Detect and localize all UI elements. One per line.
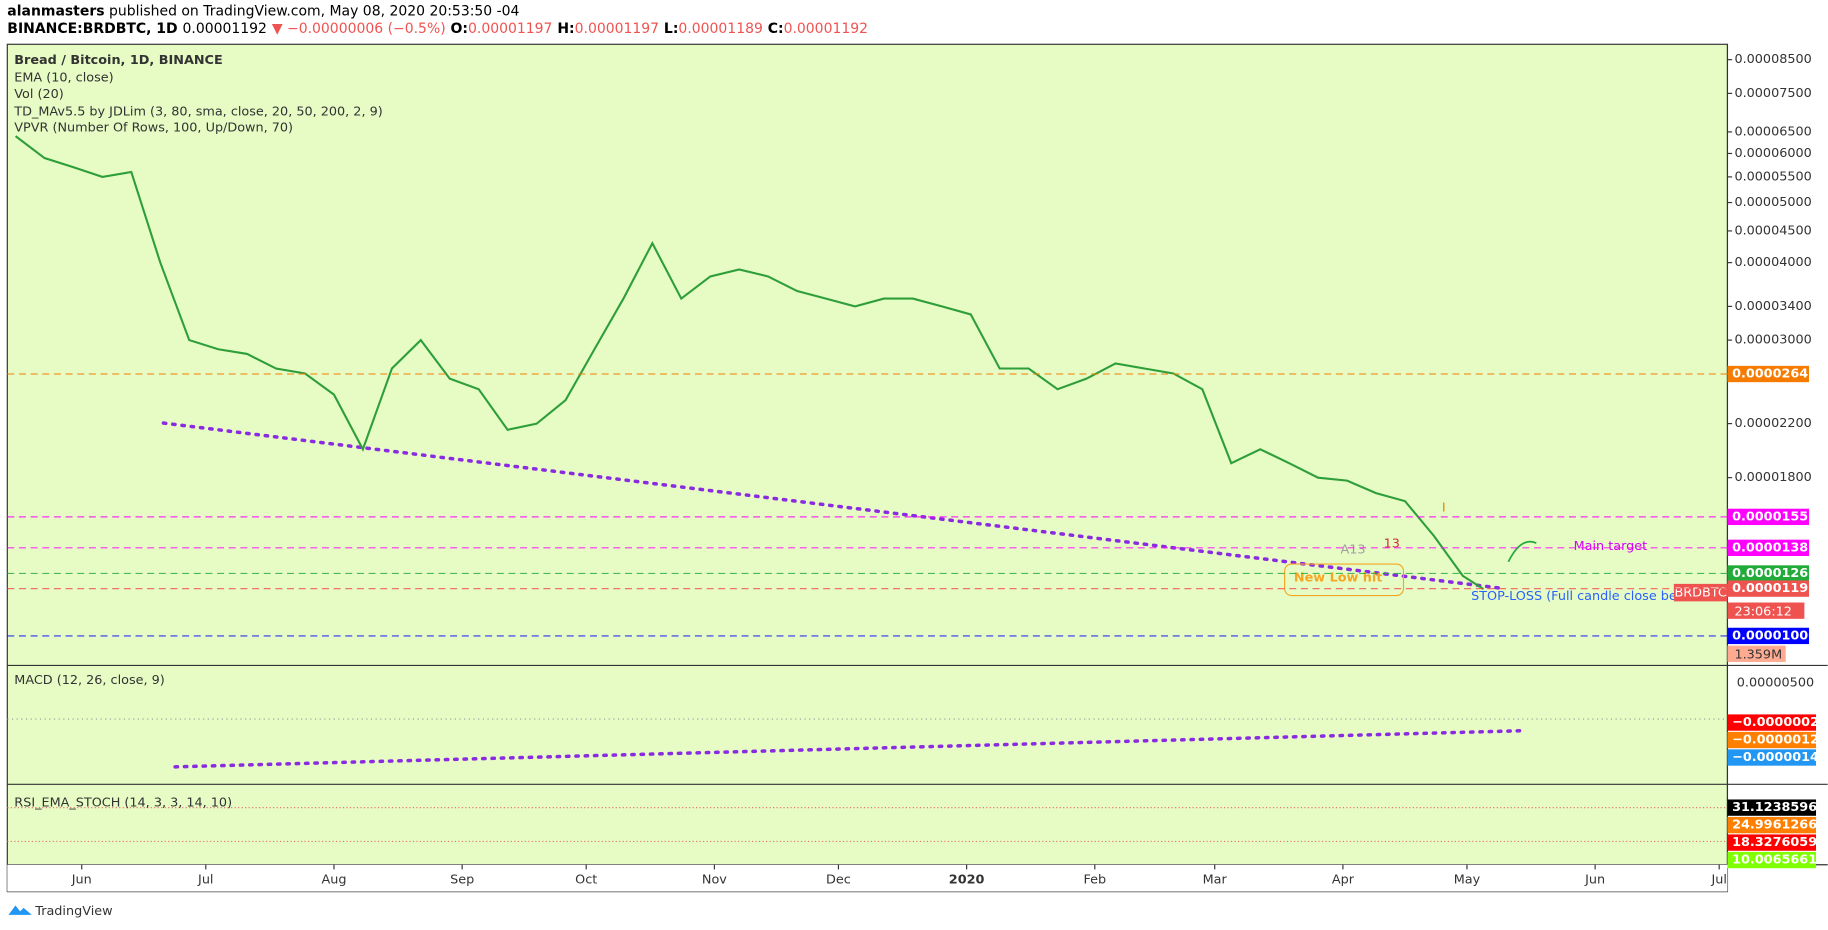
price-label: 0.00001387 [1732,540,1817,555]
marker: 13 [1384,537,1400,552]
close: 0.00001192 [784,21,868,37]
pane-label: 24.99612660 [1732,818,1826,833]
pane-label-bg [1727,731,1817,749]
price-label-bg [1727,539,1810,556]
symbol: BINANCE:BRDBTC, 1D [7,21,177,37]
y-tick-label: 0.00003000 [1734,333,1811,348]
logo[interactable] [8,905,32,915]
open: 0.00001197 [468,21,552,37]
pane-label-bg [1727,816,1817,834]
marker: A13 [1341,543,1366,558]
countdown: 23:06:12 [1734,604,1791,619]
y-tick-label: 0.00003400 [1734,299,1811,314]
x-tick-label: 2020 [949,872,985,887]
y-tick-label: 0.00007500 [1734,86,1811,101]
o-label: O: [451,21,468,37]
target-text: Main target [1574,539,1648,554]
macd-trendline [173,728,1523,769]
y-tick-label: 0.00001800 [1734,470,1811,485]
x-tick-label: Jul [1710,872,1726,887]
x-tick-label: Dec [826,872,851,887]
volume-bg [1727,645,1786,662]
quote-line: BINANCE:BRDBTC, 1D 0.00001192 ▼ −0.00000… [7,21,868,37]
price-label: 0.00001000 [1732,628,1817,643]
price-label: 0.00002645 [1732,367,1817,382]
x-tick-label: Oct [575,872,597,887]
low: 0.00001189 [678,21,762,37]
y-tick-label: 0.00005500 [1734,169,1811,184]
marker: I [1442,501,1446,516]
price-label: 0.00001261 [1732,566,1817,581]
change: ▼ −0.00000006 (−0.5%) [272,21,446,37]
price-line [14,135,1485,590]
x-tick-label: May [1454,872,1481,887]
x-tick-label: Aug [321,872,346,887]
legend-item: Vol (20) [14,87,63,102]
macd-axis-label: 0.00000500 [1737,675,1814,690]
volume-label: 1.359M [1734,647,1782,662]
header-line: alanmasters published on TradingView.com… [7,4,519,20]
x-tick-label: Apr [1332,872,1355,887]
last: 0.00001192 [183,21,267,37]
pane-label: 10.00656615 [1732,853,1826,868]
x-tick-label: Jun [1584,872,1605,887]
price-label-bg [1727,580,1810,597]
price-label-bg [1727,627,1810,645]
y-tick-label: 0.00002200 [1734,416,1811,431]
x-tick-label: Nov [702,872,727,887]
x-tick-label: Sep [450,872,474,887]
pane-label-bg [1727,851,1817,869]
rsi-title: RSI_EMA_STOCH (14, 3, 3, 14, 10) [14,795,232,810]
l-label: L: [664,21,679,37]
target-arrow [1507,540,1537,563]
note-box [1284,563,1405,597]
symbol-tag: BRDBTC [1674,586,1726,601]
x-tick-label: Mar [1203,872,1228,887]
high: 0.00001197 [575,21,659,37]
stop-text: STOP-LOSS (Full candle close bel [1471,589,1680,604]
published: published on TradingView.com, May 08, 20… [109,4,520,20]
legend-item: EMA (10, close) [14,71,113,86]
price-label-bg [1727,365,1810,383]
x-tick-label: Feb [1083,872,1106,887]
legend-title: Bread / Bitcoin, 1D, BINANCE [14,53,222,68]
pane-label: 31.12385967 [1732,800,1826,815]
price-label: 0.00001192 [1732,581,1817,596]
legend-item: VPVR (Number Of Rows, 100, Up/Down, 70) [14,121,293,136]
y-tick-label: 0.00008500 [1734,52,1811,67]
price-label-bg [1727,565,1810,582]
price-label: 0.00001556 [1732,509,1817,524]
countdown-bg [1727,602,1805,619]
h-label: H: [557,21,574,37]
pane-label: 18.32760596 [1732,835,1826,850]
pane-label: −0.00000147 [1732,750,1828,765]
pane-label-bg [1727,834,1817,851]
pane-label: −0.00000127 [1732,733,1828,748]
time-axis-bg [7,864,1728,892]
pane-label-bg [1727,714,1817,731]
x-tick-label: Jun [71,872,92,887]
y-tick-label: 0.00006500 [1734,124,1811,139]
legend-item: TD_MAv5.5 by JDLim (3, 80, sma, close, 2… [13,104,382,119]
pane-label: −0.00000020 [1732,715,1828,730]
chart-bg [6,43,1729,893]
y-tick-label: 0.00004500 [1734,223,1811,238]
footer[interactable]: TradingView [34,904,112,919]
y-tick-label: 0.00005000 [1734,195,1811,210]
pane-label-bg [1727,749,1817,766]
macd-title: MACD (12, 26, close, 9) [14,673,165,688]
y-tick-label: 0.00004000 [1734,255,1811,270]
price-label-bg [1727,508,1810,526]
y-tick-label: 0.00006000 [1734,146,1811,161]
author: alanmasters [7,4,104,20]
x-tick-label: Jul [197,872,213,887]
pane-label-bg [1727,799,1817,816]
note-text: New Low hit [1294,571,1383,586]
trendline [161,421,1506,591]
c-label: C: [768,21,784,37]
